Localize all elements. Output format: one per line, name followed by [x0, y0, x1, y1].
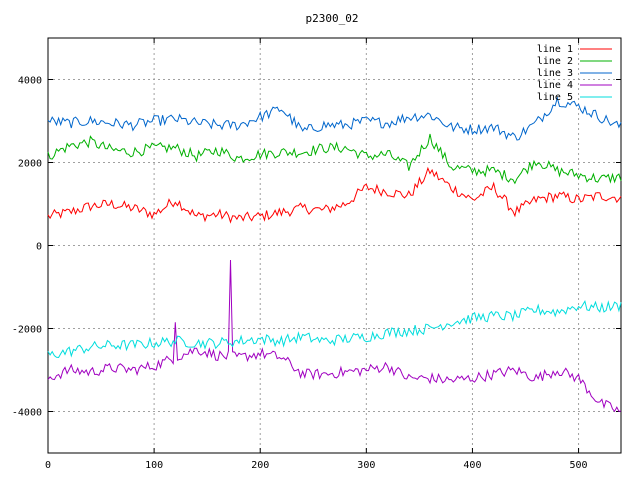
y-tick-label: -2000 — [12, 325, 42, 336]
legend-label: line 4 — [537, 80, 573, 91]
legend-label: line 2 — [537, 56, 573, 67]
axes: 0 100 200 300 400 500 -4000 -2000 0 2000 4000 — [12, 37, 622, 471]
x-tick-label: 500 — [570, 460, 588, 471]
y-tick-label: -4000 — [12, 408, 42, 419]
x-tick-label: 400 — [463, 460, 481, 471]
y-tick-label: 2000 — [18, 159, 42, 170]
legend-label: line 3 — [537, 68, 573, 79]
x-tick-label: 100 — [145, 460, 163, 471]
series-line-4 — [47, 259, 622, 413]
series-layer — [47, 95, 622, 413]
series-line-5 — [47, 300, 622, 359]
y-tick-label: 0 — [36, 242, 42, 253]
series-line-3 — [47, 95, 622, 141]
x-tick-label: 0 — [45, 460, 51, 471]
series-line-2 — [47, 133, 622, 185]
legend-label: line 5 — [537, 92, 573, 103]
x-tick-label: 200 — [251, 460, 269, 471]
grid-lines — [48, 38, 621, 453]
chart-title: p2300_02 — [306, 12, 359, 25]
series-line-1 — [47, 166, 622, 224]
legend-label: line 1 — [537, 44, 573, 55]
x-tick-label: 300 — [357, 460, 375, 471]
y-tick-label: 4000 — [18, 76, 42, 87]
